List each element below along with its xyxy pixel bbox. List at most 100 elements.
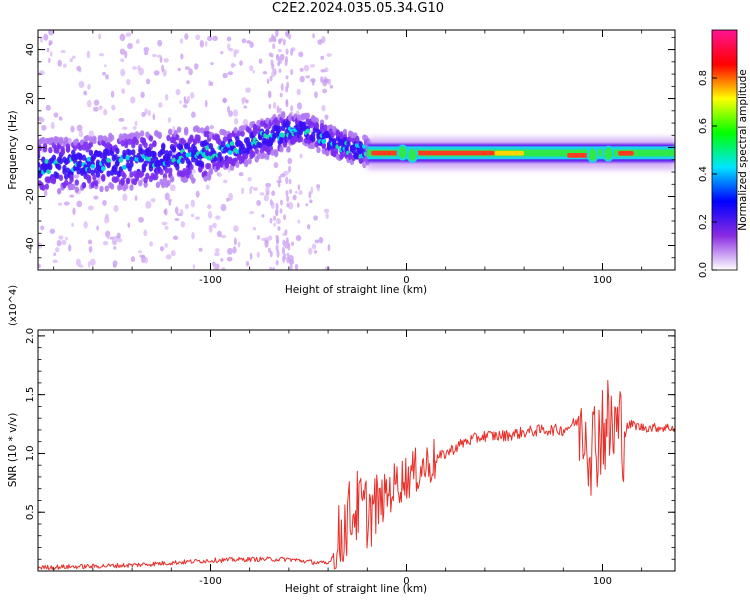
spectrogram-cell [95, 171, 101, 178]
spectrogram-cell [138, 179, 143, 187]
spectrogram-speckle [314, 91, 318, 99]
spectrogram-speckle [270, 59, 274, 67]
spectrogram-cell [134, 138, 139, 146]
spectrogram-speckle [172, 126, 175, 132]
spectrogram-speckle [250, 186, 253, 190]
spectrogram-cell [152, 140, 157, 148]
spectrogram-speckle [288, 178, 292, 185]
spectrogram-speckle [329, 84, 334, 89]
spectrogram-cell [240, 124, 245, 132]
spectrogram-speckle [172, 235, 179, 241]
spectrogram-speckle [147, 109, 151, 117]
spectrogram-speckle [179, 100, 182, 104]
spectrogram-peak [44, 159, 50, 164]
spectrogram-speckle [272, 267, 276, 270]
spectrogram-speckle [69, 58, 73, 63]
spectrogram-speckle [188, 68, 193, 76]
spectrogram-speckle [98, 33, 102, 40]
spectrogram-cell [122, 152, 127, 160]
spectrogram-speckle [278, 38, 282, 45]
spectrogram-cell [333, 147, 339, 154]
spectrogram-speckle [76, 200, 83, 208]
spectrogram-speckle [237, 241, 241, 248]
spectrogram-speckle [71, 55, 76, 60]
spectrogram-speckle [96, 225, 99, 231]
spectrogram-speckle [204, 40, 208, 47]
spectrogram-speckle [233, 225, 239, 232]
spectrogram-speckle [233, 109, 239, 117]
spectrogram-speckle [78, 80, 85, 89]
snr-x-tick-label: 0 [403, 576, 409, 587]
spectrogram-speckle [320, 76, 323, 83]
spectrogram-speckle [126, 78, 131, 86]
spectrogram-speckle [276, 179, 282, 184]
spectrogram-speckle [53, 252, 57, 256]
spectrogram-cell [113, 153, 118, 161]
snr-x-tick-label: 100 [593, 576, 612, 587]
spectrogram-speckle [233, 237, 237, 246]
spectrogram-speckle [263, 194, 269, 202]
spectrogram-cell [92, 137, 97, 145]
spectrogram-speckle [132, 126, 137, 130]
spectrogram-cell [136, 132, 141, 139]
spectrogram-speckle [316, 184, 321, 189]
spectrogram-cell [205, 149, 210, 157]
spectrogram-speckle [313, 215, 318, 221]
spectrogram-cell [48, 146, 53, 154]
spectrogram-speckle [325, 213, 329, 219]
spectrogram-speckle [285, 48, 289, 55]
spectrogram-speckle [98, 53, 105, 57]
spectrogram-cell [115, 147, 120, 155]
spectrogram-speckle [241, 187, 245, 195]
spectrogram-speckle [275, 202, 279, 211]
spectrogram-speckle [306, 224, 311, 230]
spectrogram-speckle [278, 107, 282, 114]
spectrogram-cell [196, 137, 201, 144]
spectrogram-speckle [271, 190, 276, 196]
spectrogram-cell [124, 138, 129, 146]
spectrogram-cell [65, 143, 71, 150]
spectrogram-speckle [214, 251, 220, 257]
spectrogram-cell [316, 146, 321, 154]
spectrogram-speckle [113, 246, 117, 250]
spectrogram-cell [247, 127, 252, 134]
spectrogram-speckle [88, 130, 94, 138]
spectrogram-cell [159, 168, 164, 176]
spectrogram-speckle [93, 195, 99, 200]
spectrogram-speckle [289, 262, 293, 270]
spectrogram-cell [120, 140, 125, 147]
spectrogram-speckle [55, 247, 60, 253]
spectrogram-speckle [305, 203, 309, 207]
spectrogram-speckle [78, 130, 84, 138]
spectrogram-speckle [273, 35, 277, 43]
spectrogram-speckle [285, 100, 289, 108]
spectrogram-speckle [261, 214, 265, 218]
colorbar-tick-label: 0.0 [698, 262, 709, 278]
spectrogram-cell [335, 131, 341, 138]
spectrogram-speckle [286, 256, 290, 263]
spectrogram-cell [58, 136, 64, 144]
spectrogram-speckle [145, 200, 152, 209]
spectrogram-speckle [199, 39, 204, 48]
spectrogram-speckle [220, 258, 224, 262]
colorbar-gradient [711, 29, 738, 271]
spectrogram-cell [273, 148, 279, 156]
spectrogram-speckle [309, 199, 313, 204]
spectrogram-speckle [256, 251, 260, 258]
spectrogram-speckle [170, 250, 176, 257]
spectrogram-speckle [184, 203, 189, 210]
spectrogram-peak [229, 141, 235, 147]
spectrogram-cell [348, 152, 353, 159]
spectrogram-speckle [281, 246, 285, 255]
spectrogram-cell [189, 135, 194, 143]
spectrogram-speckle [87, 83, 91, 90]
spectrogram-cell [199, 127, 205, 134]
spectrogram-speckle [280, 173, 286, 178]
snr-y-tick-label: 2.0 [25, 328, 36, 344]
spectrogram-speckle [184, 66, 190, 70]
spectrogram-speckle [48, 40, 53, 45]
spectrogram-speckle [57, 202, 63, 206]
spectrogram-speckle [228, 110, 233, 117]
spectrogram-speckle [222, 72, 228, 79]
spectrogram-speckle [220, 51, 224, 55]
